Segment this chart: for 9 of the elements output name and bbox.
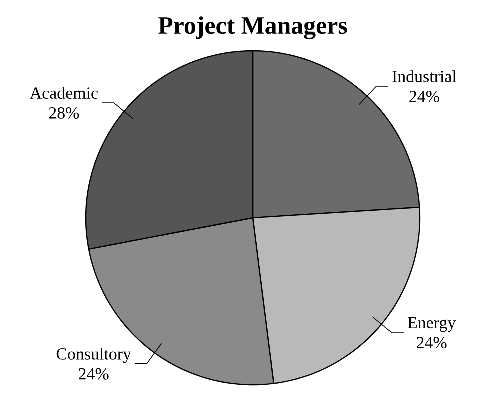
data-label: 24% bbox=[79, 368, 109, 380]
data-label: 24% bbox=[410, 90, 440, 102]
chart-title: Project Managers bbox=[158, 16, 348, 40]
slice-label: Energy bbox=[408, 317, 456, 332]
data-label: 24% bbox=[417, 337, 447, 349]
slice-label: Consultory bbox=[56, 348, 132, 364]
slice-label: Industrial bbox=[392, 70, 457, 82]
data-label: 28% bbox=[49, 107, 80, 119]
slice-label: Academic bbox=[30, 87, 98, 100]
